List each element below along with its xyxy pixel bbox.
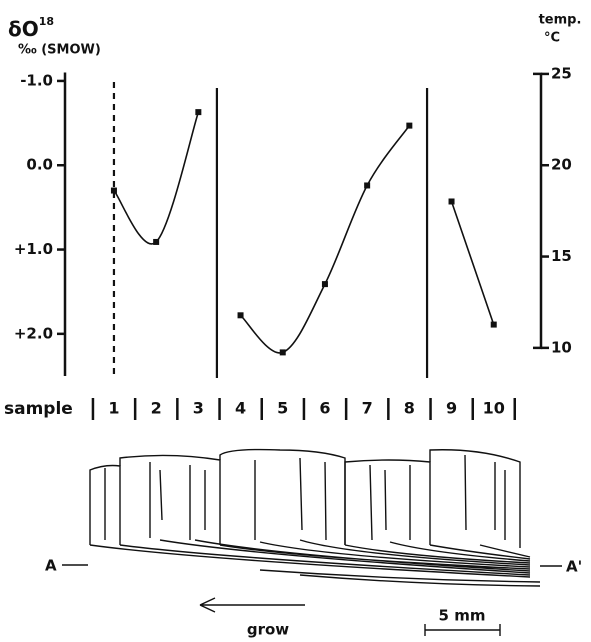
y2-tick-label: 25	[551, 64, 572, 82]
data-point	[237, 312, 244, 319]
sample-label: 9	[446, 399, 457, 418]
data-point	[195, 109, 202, 116]
y-tick-label: +2.0	[14, 324, 53, 342]
y-unit: ‰ (SMOW)	[18, 43, 101, 58]
y-label: δO18	[8, 15, 54, 41]
sample-label: 2	[151, 399, 162, 418]
annotation: grow	[247, 621, 289, 639]
sample-label: 3	[193, 399, 204, 418]
y2-tick-label: 20	[551, 156, 572, 174]
data-point	[448, 198, 455, 205]
data-point	[153, 238, 160, 245]
data-line	[113, 111, 200, 245]
y2-tick-label: 15	[551, 247, 572, 265]
y2-unit: °C	[544, 31, 560, 46]
data-line	[239, 125, 410, 354]
x-label: sample	[4, 399, 73, 419]
data-point	[110, 187, 117, 194]
y2-tick-label: 10	[551, 338, 572, 356]
data-point	[364, 182, 371, 189]
data-point	[490, 321, 497, 328]
sample-label: 6	[319, 399, 330, 418]
y-tick-label: +1.0	[14, 240, 53, 258]
y2-label: temp.	[539, 13, 582, 28]
annotation: 5 mm	[439, 607, 486, 625]
y-tick-label: 0.0	[26, 156, 53, 174]
annotation: A	[45, 557, 57, 575]
data-point	[406, 122, 413, 129]
sample-label: 4	[235, 399, 246, 418]
sample-label: 5	[277, 399, 288, 418]
shell-drawing	[62, 448, 562, 636]
y2-axis	[533, 72, 543, 350]
data-line	[450, 201, 495, 325]
sample-label: 1	[108, 399, 119, 418]
annotation: A'	[566, 558, 582, 576]
data-point	[279, 349, 286, 356]
sample-label: 7	[362, 399, 373, 418]
data-point	[321, 281, 328, 288]
sample-label: 8	[404, 399, 415, 418]
y-tick-label: -1.0	[20, 71, 53, 89]
sample-label: 10	[483, 399, 505, 418]
